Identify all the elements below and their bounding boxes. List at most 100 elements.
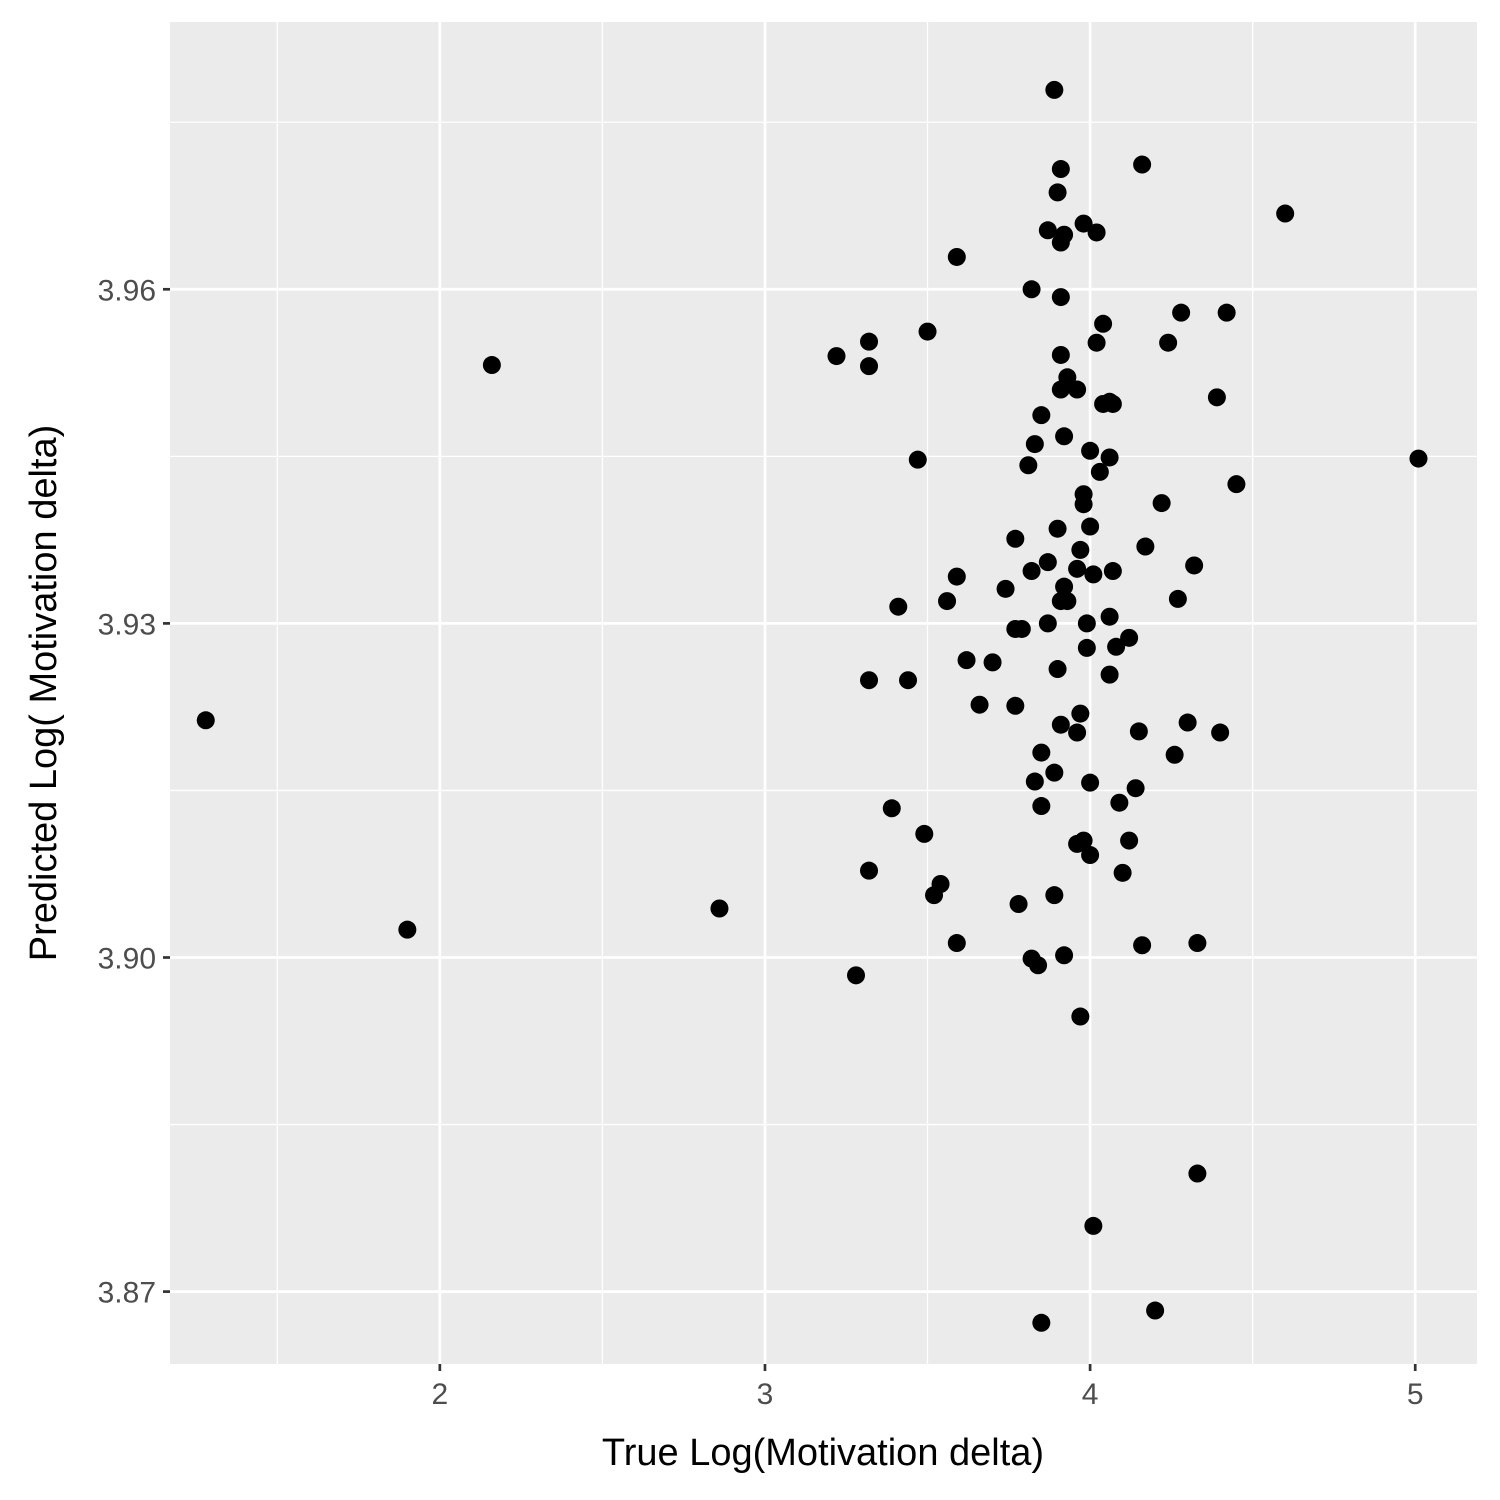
data-point: [1012, 619, 1031, 638]
data-point: [1025, 772, 1044, 791]
data-point: [1172, 303, 1191, 322]
data-point: [938, 592, 957, 611]
data-point: [1110, 793, 1129, 812]
data-point: [1084, 1216, 1103, 1235]
data-point: [1081, 517, 1100, 536]
data-point: [1055, 946, 1074, 965]
grid-minor: [170, 22, 1477, 1364]
data-point: [1409, 449, 1428, 468]
data-point: [1159, 333, 1178, 352]
data-point: [196, 711, 215, 730]
y-tick-label: 3.90: [98, 943, 156, 976]
data-point: [1087, 333, 1106, 352]
data-point: [860, 861, 879, 880]
data-point: [847, 966, 866, 985]
data-point: [398, 920, 417, 939]
data-point: [970, 695, 989, 714]
x-tick-label: 2: [432, 1378, 449, 1411]
data-point: [1077, 638, 1096, 657]
data-point: [882, 799, 901, 818]
data-point: [1133, 155, 1152, 174]
data-points: [196, 80, 1428, 1332]
data-point: [1084, 565, 1103, 584]
data-point: [1071, 540, 1090, 559]
data-point: [1006, 529, 1025, 548]
data-point: [1107, 637, 1126, 656]
data-point: [827, 347, 846, 366]
data-point: [1133, 936, 1152, 955]
data-point: [1051, 288, 1070, 307]
data-point: [1227, 475, 1246, 494]
data-point: [1051, 345, 1070, 364]
data-point: [1100, 448, 1119, 467]
data-point: [1022, 280, 1041, 299]
data-point: [899, 671, 918, 690]
data-point: [1113, 863, 1132, 882]
data-point: [925, 886, 944, 905]
data-point: [996, 579, 1015, 598]
y-tick-label: 3.96: [98, 274, 156, 307]
data-point: [957, 651, 976, 670]
data-point: [860, 357, 879, 376]
data-point: [1048, 183, 1067, 202]
data-point: [1120, 831, 1139, 850]
data-point: [1068, 559, 1087, 578]
data-point: [983, 653, 1002, 672]
data-point: [1048, 519, 1067, 538]
data-point: [1055, 427, 1074, 446]
data-point: [947, 934, 966, 953]
data-point: [1207, 388, 1226, 407]
data-point: [1100, 607, 1119, 626]
data-point: [1126, 779, 1145, 798]
data-point: [860, 332, 879, 351]
data-point: [915, 824, 934, 843]
data-point: [1178, 713, 1197, 732]
data-point: [1038, 553, 1057, 572]
x-axis-title: True Log(Motivation delta): [602, 1432, 1044, 1474]
data-point: [1032, 1313, 1051, 1332]
data-point: [1087, 223, 1106, 242]
data-point: [1276, 204, 1295, 223]
data-point: [1006, 696, 1025, 715]
data-point: [1068, 834, 1087, 853]
data-point: [1068, 380, 1087, 399]
data-point: [1129, 722, 1148, 741]
data-point: [1090, 462, 1109, 481]
data-point: [1136, 537, 1155, 556]
data-point: [1055, 577, 1074, 596]
data-point: [908, 450, 927, 469]
data-point: [1071, 1007, 1090, 1026]
data-point: [1094, 314, 1113, 333]
data-point: [860, 671, 879, 690]
data-point: [1188, 1164, 1207, 1183]
data-point: [1019, 456, 1038, 475]
data-point: [1217, 303, 1236, 322]
data-point: [1045, 763, 1064, 782]
x-tick-label: 5: [1407, 1378, 1424, 1411]
y-tick-label: 3.87: [98, 1277, 156, 1310]
data-point: [1071, 704, 1090, 723]
data-point: [1168, 589, 1187, 608]
data-point: [1188, 934, 1207, 953]
data-point: [1103, 562, 1122, 581]
data-point: [1074, 495, 1093, 514]
data-point: [1146, 1301, 1165, 1320]
data-point: [1038, 614, 1057, 633]
data-point: [1081, 846, 1100, 865]
data-point: [1081, 441, 1100, 460]
data-point: [1120, 628, 1139, 647]
data-point: [1077, 614, 1096, 633]
x-axis-ticks: 2 3 4 5: [432, 1364, 1424, 1411]
data-point: [1068, 723, 1087, 742]
data-point: [710, 899, 729, 918]
data-point: [889, 597, 908, 616]
data-point: [1051, 160, 1070, 179]
data-point: [1032, 797, 1051, 816]
y-axis-ticks: 3.87 3.90 3.93 3.96: [98, 274, 170, 1310]
y-axis-title: Predicted Log( Motivation delta): [23, 425, 65, 962]
data-point: [1185, 556, 1204, 575]
data-point: [1051, 715, 1070, 734]
data-point: [1048, 660, 1067, 679]
data-point: [1051, 233, 1070, 252]
